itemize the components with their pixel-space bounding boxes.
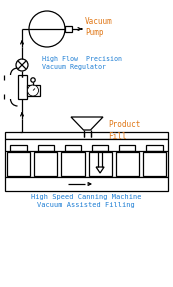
Bar <box>119 145 135 151</box>
Bar <box>5 177 168 191</box>
Bar <box>92 145 108 151</box>
Polygon shape <box>71 117 103 130</box>
Bar <box>143 152 166 176</box>
Circle shape <box>28 85 39 96</box>
Bar <box>5 132 168 139</box>
Bar <box>34 152 57 176</box>
Text: Product
Fill: Product Fill <box>108 120 140 141</box>
Bar <box>65 26 72 32</box>
Bar <box>38 145 54 151</box>
Bar <box>89 152 112 176</box>
Bar <box>116 152 139 176</box>
Text: Vacuum
Pump: Vacuum Pump <box>85 17 113 37</box>
Bar <box>10 145 27 151</box>
Bar <box>5 139 168 177</box>
Circle shape <box>16 59 28 71</box>
Text: High Flow  Precision
Vacuum Regulator: High Flow Precision Vacuum Regulator <box>42 56 122 70</box>
Bar <box>26 85 39 96</box>
Text: High Speed Canning Machine
Vacuum Assisted Filling: High Speed Canning Machine Vacuum Assist… <box>31 194 141 208</box>
Circle shape <box>29 11 65 47</box>
Polygon shape <box>96 167 104 173</box>
Bar <box>7 152 30 176</box>
Bar <box>65 145 81 151</box>
Bar <box>17 75 26 99</box>
Bar <box>61 152 84 176</box>
Circle shape <box>31 78 35 82</box>
Bar <box>146 145 163 151</box>
